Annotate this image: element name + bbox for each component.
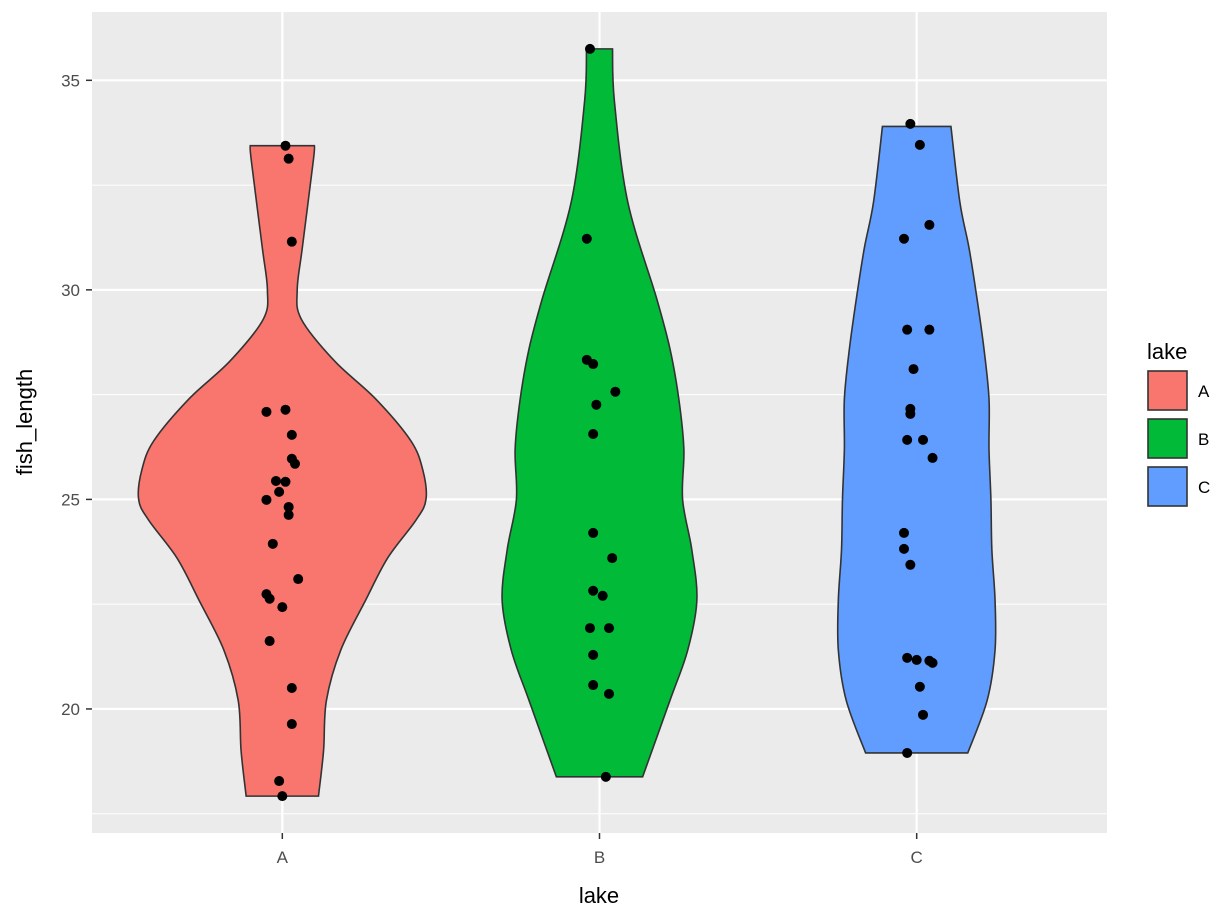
- data-point-A: [270, 475, 281, 486]
- data-point-A: [283, 509, 294, 520]
- data-point-B: [588, 527, 599, 538]
- data-point-A: [264, 593, 275, 604]
- data-point-B: [604, 623, 615, 634]
- data-point-B: [588, 680, 599, 691]
- data-point-C: [914, 681, 925, 692]
- legend-key-B: [1147, 418, 1188, 459]
- data-point-A: [293, 574, 304, 585]
- data-point-A: [264, 636, 275, 647]
- data-point-B: [597, 590, 608, 601]
- data-point-C: [902, 434, 913, 445]
- data-point-B: [604, 688, 615, 699]
- y-tick-label: 20: [61, 700, 80, 719]
- violin-C: [836, 125, 997, 754]
- data-point-A: [286, 682, 297, 693]
- data-point-A: [261, 406, 272, 417]
- data-point-B: [581, 233, 592, 244]
- data-point-C: [908, 364, 919, 375]
- data-point-A: [286, 429, 297, 440]
- data-point-C: [927, 452, 938, 463]
- data-point-C: [905, 408, 916, 419]
- data-point-A: [274, 776, 285, 787]
- violin-A: [137, 144, 428, 797]
- data-point-C: [899, 527, 909, 538]
- data-point-C: [902, 652, 913, 663]
- data-point-C: [924, 219, 935, 230]
- x-tick-label: B: [594, 848, 605, 867]
- violins: [137, 48, 997, 797]
- y-axis-title: fish_length: [12, 369, 37, 475]
- y-axis: 20 25 30 35: [61, 71, 92, 719]
- y-tick-label: 30: [61, 281, 80, 300]
- x-tick-label: C: [911, 848, 923, 867]
- data-point-C: [924, 324, 935, 335]
- data-point-B: [588, 359, 599, 370]
- data-point-A: [261, 494, 272, 505]
- data-point-C: [905, 118, 916, 129]
- data-point-B: [588, 649, 599, 660]
- legend-label-B: B: [1198, 430, 1209, 449]
- data-point-C: [902, 324, 913, 335]
- data-point-A: [280, 404, 291, 415]
- data-point-B: [584, 623, 595, 634]
- data-point-A: [286, 719, 297, 730]
- legend-label-C: C: [1198, 478, 1210, 497]
- data-point-C: [899, 233, 909, 244]
- data-point-C: [914, 139, 925, 150]
- data-point-C: [918, 709, 929, 720]
- x-axis-title: lake: [579, 883, 619, 908]
- data-point-B: [588, 429, 599, 440]
- y-tick-label: 25: [61, 490, 80, 509]
- data-point-C: [899, 543, 909, 554]
- data-point-C: [918, 434, 929, 445]
- legend-key-A: [1147, 370, 1188, 411]
- x-tick-label: A: [277, 848, 289, 867]
- data-point-A: [280, 476, 291, 487]
- data-point-B: [588, 585, 599, 596]
- data-point-A: [283, 153, 294, 164]
- data-point-C: [905, 559, 916, 570]
- data-point-A: [280, 140, 291, 151]
- data-point-B: [591, 399, 602, 410]
- data-point-A: [267, 538, 278, 549]
- data-point-A: [286, 236, 297, 247]
- data-point-A: [277, 602, 288, 613]
- data-point-B: [584, 43, 595, 54]
- legend-label-A: A: [1198, 382, 1210, 401]
- x-axis: A B C: [277, 833, 923, 867]
- violin-B: [501, 48, 698, 778]
- data-point-B: [610, 386, 621, 397]
- data-point-A: [274, 486, 285, 497]
- data-point-C: [902, 747, 913, 758]
- data-point-C: [911, 654, 922, 665]
- legend-title: lake: [1147, 339, 1187, 364]
- data-point-A: [290, 458, 300, 469]
- data-point-B: [607, 553, 618, 564]
- data-point-A: [277, 791, 288, 802]
- y-tick-label: 35: [61, 71, 80, 90]
- data-point-B: [600, 771, 611, 782]
- data-point-A: [283, 501, 294, 512]
- data-point-C: [927, 657, 938, 668]
- legend-key-C: [1147, 466, 1188, 507]
- jitter-points: [261, 43, 938, 802]
- legend: lake A B C: [1147, 339, 1210, 507]
